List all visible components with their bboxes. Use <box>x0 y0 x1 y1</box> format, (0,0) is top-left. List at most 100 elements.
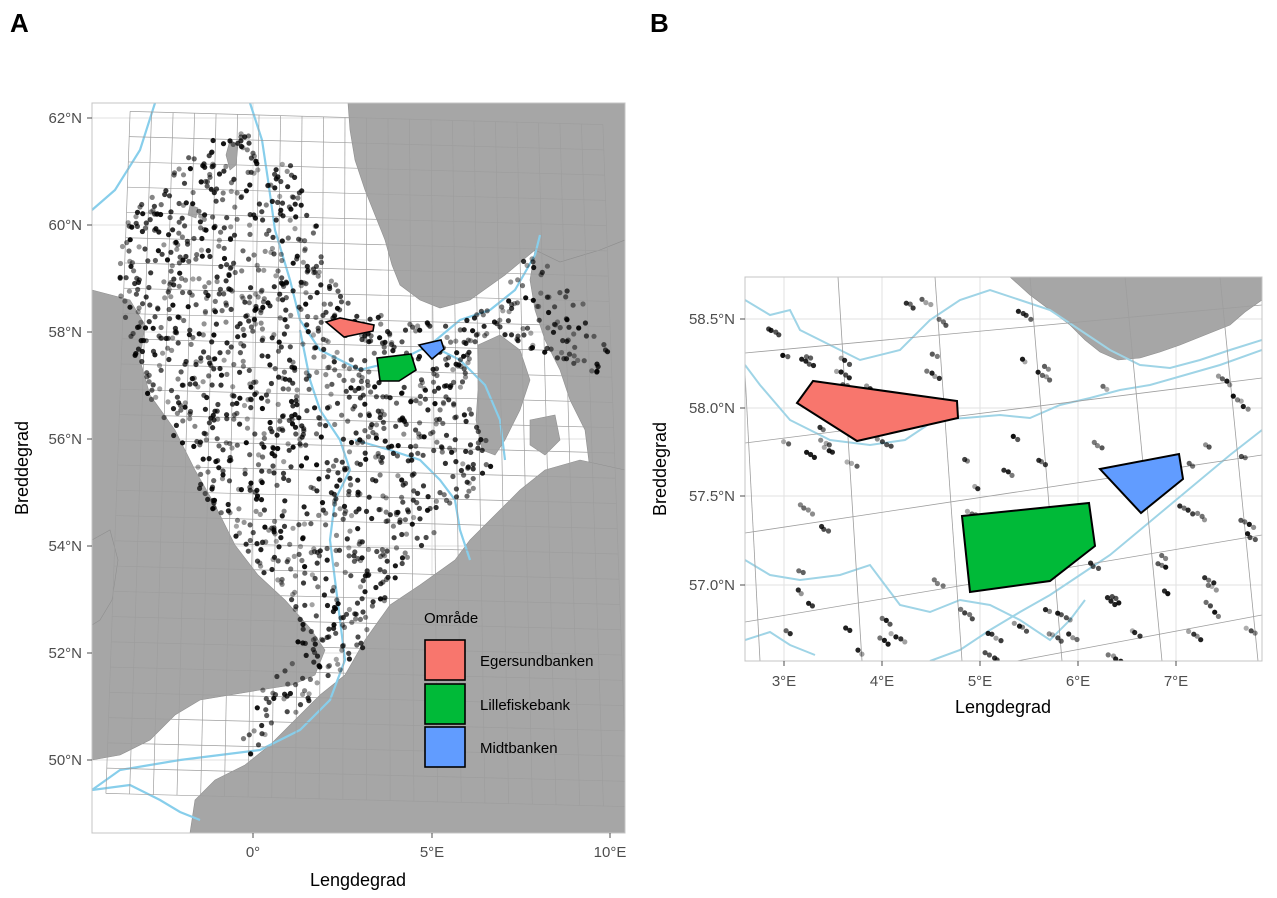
station-point <box>1238 517 1244 523</box>
station-point <box>602 347 609 353</box>
station-point <box>561 356 567 362</box>
station-point <box>144 374 150 380</box>
station-point <box>166 356 172 363</box>
station-point <box>253 158 259 164</box>
station-point <box>1206 577 1212 583</box>
station-point <box>539 269 545 275</box>
station-point <box>272 185 278 191</box>
station-point <box>461 366 467 372</box>
station-point <box>1186 628 1192 635</box>
station-point <box>387 512 393 518</box>
station-point <box>303 652 309 659</box>
station-point <box>1198 637 1204 643</box>
station-point <box>399 390 405 396</box>
station-point <box>410 324 416 330</box>
station-point <box>215 458 221 464</box>
station-point <box>397 517 403 523</box>
station-point <box>1108 598 1114 604</box>
station-point <box>842 357 848 363</box>
station-point <box>932 373 938 379</box>
station-point <box>436 416 443 422</box>
station-point <box>402 517 408 523</box>
station-point <box>209 339 215 345</box>
station-point <box>359 596 365 602</box>
station-point <box>263 202 269 208</box>
station-point <box>279 161 285 167</box>
station-point <box>314 462 320 468</box>
station-point <box>499 304 505 310</box>
station-point <box>204 295 210 301</box>
station-point <box>298 279 304 285</box>
station-point <box>226 478 233 484</box>
station-point <box>135 309 141 315</box>
grid-a-lon-line <box>602 124 625 758</box>
station-point <box>170 335 176 341</box>
station-point <box>288 566 294 572</box>
station-point <box>176 283 182 289</box>
station-point <box>552 322 559 328</box>
station-point <box>202 310 208 316</box>
station-point <box>281 475 287 481</box>
station-point <box>591 333 597 339</box>
station-point <box>425 494 431 500</box>
station-point <box>1190 463 1196 469</box>
station-point <box>451 447 458 453</box>
station-point <box>157 386 163 392</box>
station-point <box>530 259 536 265</box>
station-point <box>305 313 311 320</box>
station-point <box>521 258 527 264</box>
station-point <box>356 541 362 547</box>
station-point <box>227 454 233 461</box>
station-point <box>294 253 300 259</box>
land-orkney <box>187 204 199 219</box>
a-ytick-1: 60°N <box>48 217 82 234</box>
station-point <box>378 321 384 327</box>
station-point <box>331 584 337 591</box>
station-point <box>339 412 345 418</box>
station-point <box>923 300 929 306</box>
station-point <box>146 319 152 325</box>
station-point <box>385 574 391 580</box>
station-point <box>859 651 865 657</box>
station-point <box>175 314 181 320</box>
station-point <box>278 178 284 185</box>
station-point <box>300 580 307 586</box>
station-point <box>415 490 421 496</box>
station-point <box>433 421 439 427</box>
station-point <box>333 630 339 636</box>
station-point <box>183 253 189 260</box>
station-point <box>343 388 349 394</box>
station-point <box>254 558 261 564</box>
station-point <box>220 197 226 203</box>
station-point <box>333 496 339 502</box>
station-point <box>415 450 421 456</box>
station-point <box>225 508 231 514</box>
station-point <box>502 332 508 338</box>
station-point <box>318 282 324 288</box>
station-point <box>259 479 265 486</box>
station-point <box>195 384 201 390</box>
station-point <box>297 436 303 442</box>
station-point <box>218 510 224 516</box>
station-point <box>1213 587 1219 593</box>
station-point <box>275 348 282 354</box>
station-point <box>348 439 355 446</box>
station-point <box>570 302 576 308</box>
grid-a-lon-line <box>516 122 533 805</box>
station-point <box>358 557 364 564</box>
station-point <box>275 558 281 564</box>
station-point <box>218 263 224 270</box>
station-point <box>153 394 159 400</box>
station-point <box>855 647 861 653</box>
station-point <box>299 188 305 194</box>
station-point <box>142 246 148 252</box>
a-ytick-6: 50°N <box>48 752 82 769</box>
station-point <box>1215 613 1221 620</box>
station-point <box>314 680 320 686</box>
station-point <box>557 290 563 296</box>
station-point <box>250 530 256 536</box>
station-point <box>399 417 405 423</box>
station-point <box>279 576 285 583</box>
station-point <box>259 441 265 447</box>
station-point <box>292 424 299 430</box>
